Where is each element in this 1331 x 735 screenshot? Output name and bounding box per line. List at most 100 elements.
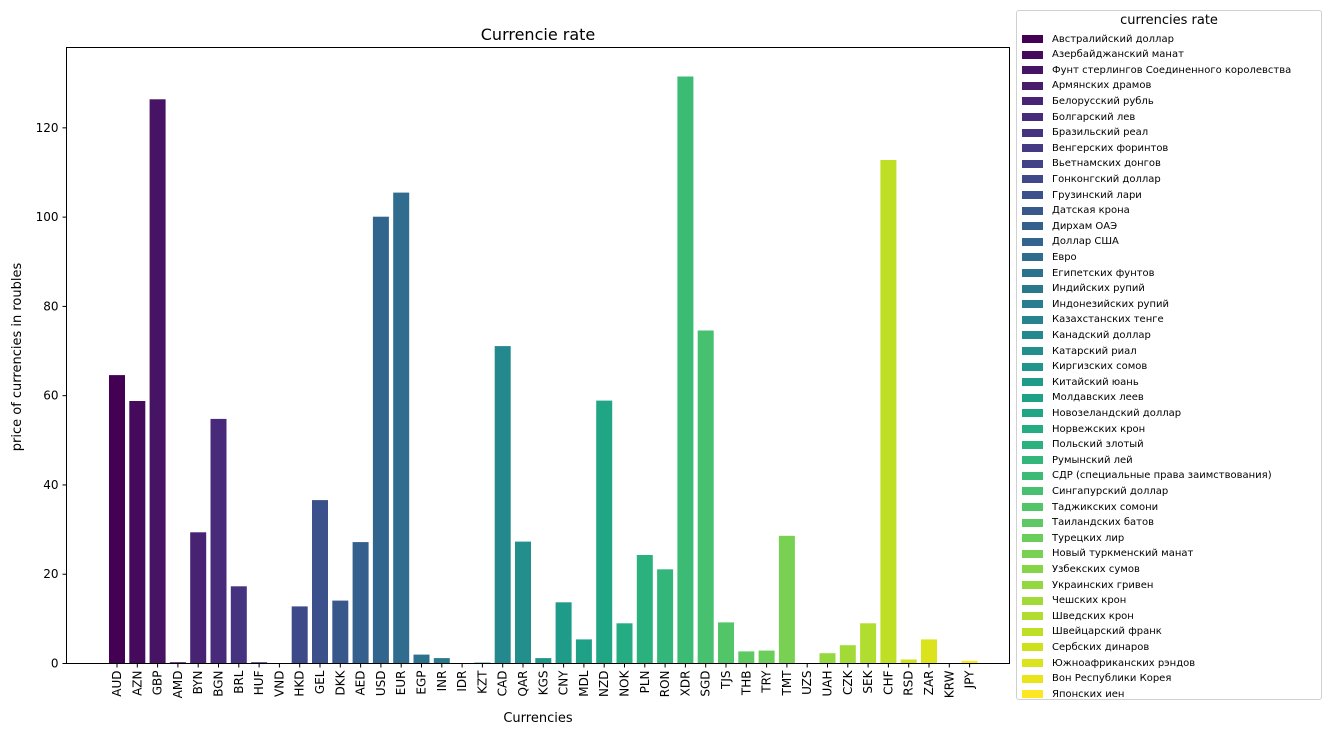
x-tick-label: IDR xyxy=(455,671,469,692)
legend-swatch xyxy=(1022,35,1043,43)
legend-swatch xyxy=(1022,300,1043,309)
y-tick-label: 80 xyxy=(43,299,58,313)
bar-usd xyxy=(372,216,389,664)
legend-item: Венгерских форинтов xyxy=(1022,141,1168,155)
bar-pln xyxy=(636,555,653,664)
x-axis-label: Currencies xyxy=(503,711,572,726)
bar-dkk xyxy=(332,600,349,664)
y-axis-ticks: 0 20 40 60 80 100 120 xyxy=(36,121,67,671)
x-tick-label: KZT xyxy=(475,670,489,694)
legend-item: Китайский юань xyxy=(1022,375,1139,389)
legend-swatch xyxy=(1022,66,1043,75)
x-tick-label: TJS xyxy=(719,671,733,691)
legend-item: Украинских гривен xyxy=(1022,578,1153,592)
legend-swatch xyxy=(1022,81,1043,90)
legend-label: Белорусский рубль xyxy=(1052,95,1154,107)
legend-swatch xyxy=(1022,113,1043,121)
bar-cny xyxy=(555,602,572,664)
legend-swatch xyxy=(1022,378,1043,387)
x-tick-label: HUF xyxy=(252,670,266,695)
x-tick-label: BGN xyxy=(212,671,226,697)
bar-uah xyxy=(819,653,836,664)
legend-label: Бразильский реал xyxy=(1052,127,1149,139)
legend: currencies rate Австралийский доллар Азер… xyxy=(1016,10,1322,700)
plot-frame xyxy=(66,47,1010,664)
x-tick-label: BRL xyxy=(232,670,246,694)
legend-label: Новозеландский доллар xyxy=(1052,407,1182,419)
legend-swatch xyxy=(1022,362,1043,371)
x-tick-label: CAD xyxy=(496,671,510,697)
x-tick-label: CZK xyxy=(841,669,855,695)
legend-item: Вон Республики Корея xyxy=(1022,672,1171,686)
legend-swatch xyxy=(1022,549,1043,558)
legend-label: Индийских рупий xyxy=(1052,283,1145,295)
x-tick-label: KRW xyxy=(942,670,956,698)
legend-swatch xyxy=(1022,144,1043,153)
legend-item: Сингапурский доллар xyxy=(1022,484,1168,498)
bar-cad xyxy=(494,346,511,664)
x-tick-label: XDR xyxy=(678,671,692,697)
legend-swatch xyxy=(1022,690,1043,699)
legend-item: Армянских драмов xyxy=(1022,79,1151,93)
legend-label: Южноафриканских рэндов xyxy=(1052,657,1196,669)
legend-label: Таиландских батов xyxy=(1052,517,1154,529)
legend-swatch xyxy=(1022,487,1043,496)
legend-swatch xyxy=(1022,284,1043,293)
x-tick-label: TMT xyxy=(780,670,794,697)
bar-aud xyxy=(109,375,125,664)
bar-chart: Currencie rate AUD AZN GBP AMD BYN BGN BRL HUF V… xyxy=(10,25,1010,726)
legend-item: Грузинский лари xyxy=(1022,188,1142,202)
x-tick-label: SEK xyxy=(861,669,875,693)
y-tick-label: 100 xyxy=(36,210,59,224)
legend-swatch xyxy=(1022,409,1043,418)
legend-swatch xyxy=(1022,191,1043,199)
bar-inr xyxy=(433,658,450,664)
legend-label: Гонконгский доллар xyxy=(1052,173,1161,185)
legend-swatch xyxy=(1022,222,1043,231)
bar-thb xyxy=(738,651,755,664)
legend-label: Болгарский лев xyxy=(1052,111,1136,123)
bar-nok xyxy=(616,623,633,664)
legend-item: Казахстанских тенге xyxy=(1022,313,1164,327)
x-tick-label: AZN xyxy=(130,671,144,696)
legend-label: Канадский доллар xyxy=(1052,329,1151,341)
x-tick-label: UAH xyxy=(821,671,835,697)
legend-label: Польский злотый xyxy=(1052,439,1144,451)
legend-item: Молдавских леев xyxy=(1022,391,1144,405)
y-tick-label: 60 xyxy=(43,389,58,403)
legend-swatch xyxy=(1022,315,1043,324)
legend-item: Узбекских сумов xyxy=(1022,562,1140,576)
legend-label: Египетских фунтов xyxy=(1052,267,1155,279)
legend-item: Японских иен xyxy=(1022,687,1124,701)
x-tick-label: NOK xyxy=(618,669,632,696)
legend-item: Новозеландский доллар xyxy=(1022,406,1181,420)
legend-label: Вьетнамских донгов xyxy=(1052,158,1161,170)
bar-rsd xyxy=(900,659,917,664)
legend-item: Австралийский доллар xyxy=(1022,32,1174,46)
chart-title: Currencie rate xyxy=(481,25,596,44)
legend-item: Польский злотый xyxy=(1022,438,1144,452)
legend-label: Турецких лир xyxy=(1052,532,1125,544)
legend-swatch xyxy=(1022,331,1043,340)
x-tick-label: NZD xyxy=(597,671,611,697)
legend-label: Австралийский доллар xyxy=(1052,33,1174,45)
legend-title: currencies rate xyxy=(1120,13,1218,28)
x-tick-label: AUD xyxy=(110,671,124,697)
legend-item: Новый туркменский манат xyxy=(1022,547,1193,561)
legend-swatch xyxy=(1022,674,1043,683)
bar-aed xyxy=(352,542,369,664)
legend-item: Шведских крон xyxy=(1022,609,1134,623)
x-tick-label: JPY xyxy=(963,670,977,690)
legend-label: Венгерских форинтов xyxy=(1052,142,1169,154)
x-tick-label: USD xyxy=(374,671,388,697)
bars-group xyxy=(109,76,978,664)
legend-label: Норвежских крон xyxy=(1052,423,1146,435)
legend-label: Молдавских леев xyxy=(1052,392,1144,404)
x-tick-label: ZAR xyxy=(922,671,936,696)
legend-item: Канадский доллар xyxy=(1022,328,1151,342)
legend-item: Болгарский лев xyxy=(1022,110,1135,124)
bar-try xyxy=(758,650,775,664)
bar-azn xyxy=(129,401,146,664)
legend-item: Дирхам ОАЭ xyxy=(1022,219,1117,233)
legend-item: Чешских крон xyxy=(1022,594,1126,608)
